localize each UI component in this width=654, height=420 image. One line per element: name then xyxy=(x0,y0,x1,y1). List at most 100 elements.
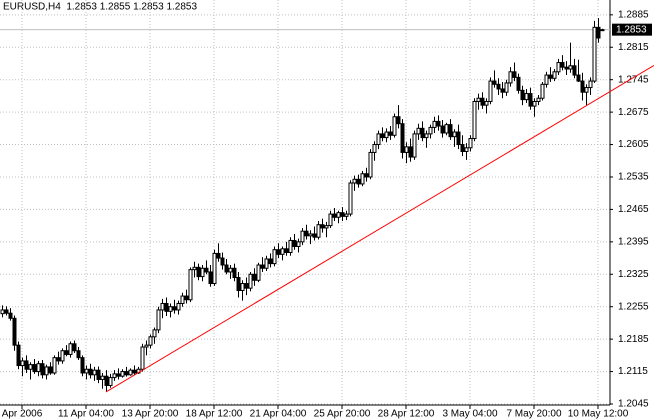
candle-body xyxy=(504,82,509,93)
candle-body xyxy=(240,283,245,291)
candle-body xyxy=(260,264,265,269)
candle-body xyxy=(356,178,361,185)
candle-body xyxy=(24,360,29,370)
candle-body xyxy=(120,371,125,377)
candle-body xyxy=(536,97,541,102)
candle-body xyxy=(568,65,573,70)
candle-body xyxy=(320,224,325,229)
candle-body xyxy=(336,212,341,218)
candle-body xyxy=(512,71,517,78)
candle-body xyxy=(340,212,345,217)
candle-body xyxy=(212,252,217,285)
candle-body xyxy=(208,271,213,285)
candle-body xyxy=(268,258,273,265)
candle-body xyxy=(248,273,253,289)
candle-body xyxy=(188,269,193,301)
candle-body xyxy=(140,346,145,370)
candle-body xyxy=(396,116,401,125)
candle-body xyxy=(36,363,41,373)
candle-body xyxy=(68,343,73,355)
candle-body xyxy=(116,373,121,377)
candle-body xyxy=(276,249,281,255)
candle-body xyxy=(148,336,153,346)
candle-body xyxy=(184,295,189,301)
candle-body xyxy=(88,368,93,376)
y-tick-label: 1.2045 xyxy=(618,399,649,410)
x-tick-label: 10 May 12:00 xyxy=(568,409,629,420)
price-label-box xyxy=(612,23,652,36)
candle-body xyxy=(328,213,333,227)
candle-body xyxy=(48,366,53,374)
candle-body xyxy=(8,312,13,319)
candle-body xyxy=(528,93,533,107)
candle-body xyxy=(488,80,493,102)
candle-body xyxy=(244,283,249,289)
y-tick-label: 1.2535 xyxy=(618,172,649,183)
candle-body xyxy=(500,88,505,93)
candle-body xyxy=(256,264,261,281)
candle-body xyxy=(12,317,17,346)
candle-body xyxy=(424,133,429,139)
candle-body xyxy=(560,62,565,68)
y-tick-label: 1.2465 xyxy=(618,204,649,215)
candle-body xyxy=(600,29,605,32)
candle-body xyxy=(420,127,425,139)
candle-body xyxy=(156,309,161,331)
candle-body xyxy=(460,144,465,153)
candle-body xyxy=(144,344,149,348)
y-tick-label: 1.2885 xyxy=(618,9,649,20)
candle-body xyxy=(216,252,221,259)
y-tick-label: 1.2325 xyxy=(618,269,649,280)
candle-body xyxy=(464,147,469,153)
candle-body xyxy=(556,62,561,73)
candle-body xyxy=(596,26,601,39)
candle-body xyxy=(432,120,437,128)
candle-body xyxy=(304,230,309,237)
candle-body xyxy=(548,74,553,79)
candle-body xyxy=(324,225,329,229)
candle-body xyxy=(496,83,501,90)
candle-body xyxy=(352,178,357,184)
candle-body xyxy=(72,343,77,352)
candle-body xyxy=(472,100,477,140)
candle-body xyxy=(32,364,37,373)
candle-body xyxy=(176,302,181,311)
trendline xyxy=(105,64,654,393)
candle-body xyxy=(428,126,433,135)
candle-body xyxy=(40,363,45,376)
candle-body xyxy=(544,74,549,85)
candle-body xyxy=(288,239,293,254)
candle-body xyxy=(408,146,413,158)
x-tick-label: 13 Apr 20:00 xyxy=(122,409,179,420)
candle-body xyxy=(344,213,349,217)
candle-body xyxy=(440,125,445,134)
candle-body xyxy=(300,230,305,243)
candle-body xyxy=(152,329,157,338)
candle-body xyxy=(444,124,449,134)
candle-body xyxy=(100,375,105,380)
candle-body xyxy=(204,267,209,273)
candle-body xyxy=(392,116,397,136)
candle-body xyxy=(532,100,537,107)
candle-body xyxy=(584,87,589,93)
candle-body xyxy=(228,267,233,273)
candle-body xyxy=(224,264,229,273)
candle-body xyxy=(264,258,269,269)
candle-body xyxy=(192,266,197,271)
candle-body xyxy=(56,357,61,362)
candle-body xyxy=(20,360,25,367)
candle-body xyxy=(220,257,225,266)
x-tick-label: 28 Apr 12:00 xyxy=(378,409,435,420)
candle-body xyxy=(128,369,133,376)
candle-body xyxy=(492,80,497,85)
y-tick-label: 1.2115 xyxy=(618,366,648,377)
candle-body xyxy=(380,133,385,139)
candle-body xyxy=(4,309,9,314)
candle-body xyxy=(312,233,317,238)
candle-body xyxy=(364,173,369,178)
x-tick-label: 18 Apr 12:00 xyxy=(186,409,243,420)
candle-body xyxy=(164,302,169,312)
x-tick-label: 25 Apr 20:00 xyxy=(314,409,371,420)
